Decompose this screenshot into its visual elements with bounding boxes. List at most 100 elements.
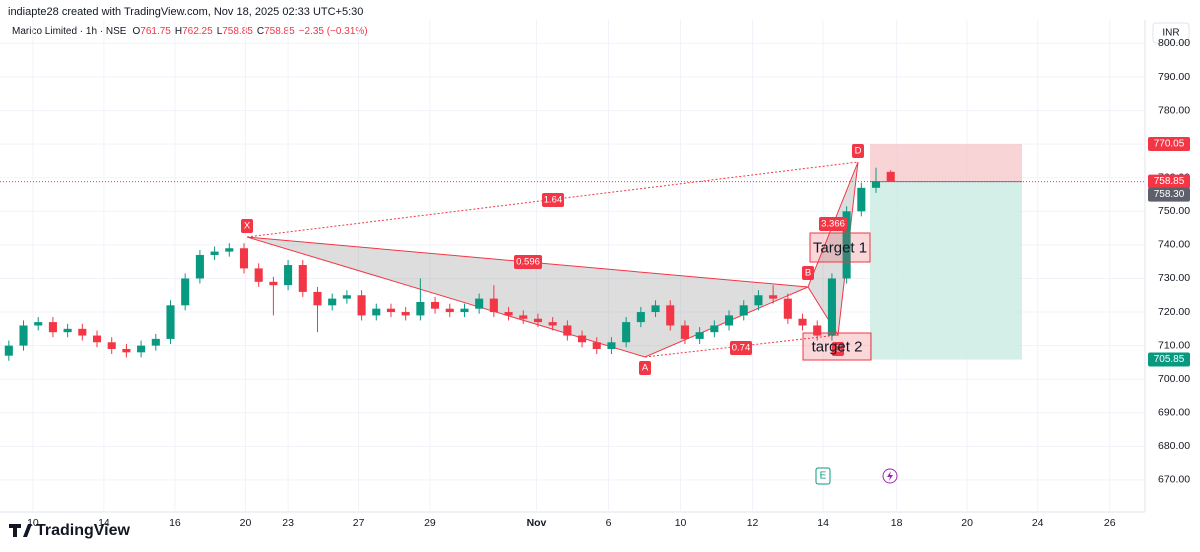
ratio-badge [514, 255, 542, 269]
candle-body [607, 342, 616, 349]
x-tick-label: 10 [675, 517, 687, 529]
x-tick-label: 6 [606, 517, 612, 529]
candle-body [122, 348, 131, 353]
o-label: O [132, 26, 140, 37]
currency-box[interactable] [1152, 22, 1190, 44]
candle-body [107, 342, 116, 349]
credit: indiapte28 created with TradingView.com,… [8, 6, 363, 18]
candle-body [151, 338, 160, 346]
price-tag [1148, 187, 1190, 202]
x-tick-label: 14 [98, 517, 110, 529]
candle-body [386, 308, 396, 313]
x-tick-label: 12 [747, 517, 759, 529]
price-tag-label: 705.85 [1154, 354, 1185, 365]
candle-body [519, 315, 528, 319]
candle-body [886, 171, 895, 182]
annotations: X A B C D 1.64 0.596 3.366 0.74 Target 1 target 2 [0, 144, 1145, 375]
event-badge [815, 467, 831, 485]
candle-body [78, 328, 87, 336]
point-badge [852, 144, 864, 158]
x-tick-label: 10 [27, 517, 39, 529]
candle-body [195, 254, 204, 279]
candle-body [92, 335, 102, 343]
y-tick-label: 680.00 [1158, 440, 1190, 452]
ratio-badge [542, 193, 564, 207]
y-tick-label: 730.00 [1158, 272, 1190, 284]
candle-body [739, 305, 748, 316]
x-tick-label: 14 [817, 517, 829, 529]
y-tick-label: 670.00 [1158, 474, 1190, 486]
candle-body [783, 298, 792, 319]
candle-body [563, 325, 572, 336]
candle-body [710, 325, 719, 333]
candle-body [284, 265, 293, 286]
c-value: 758.85 [264, 26, 295, 37]
candle-body [298, 265, 307, 292]
x-tick-label: 20 [961, 517, 973, 529]
brand-logo: TradingView [9, 522, 131, 539]
ratio-label: 1.64 [544, 195, 563, 206]
point-label: A [642, 363, 649, 374]
position [870, 143, 1022, 360]
candle-body [372, 308, 381, 316]
logo-mark [9, 524, 32, 537]
candle-body [225, 248, 234, 252]
target-box [802, 332, 872, 361]
y-tick-label: 690.00 [1158, 407, 1190, 419]
stop-zone [870, 143, 1022, 182]
candle-body [63, 328, 72, 333]
candle-body [239, 248, 249, 269]
candle-body [4, 345, 13, 356]
candle-body [313, 291, 322, 306]
point-badge [802, 266, 814, 280]
candle-body [754, 295, 763, 306]
candle-body [666, 305, 675, 326]
candle-body [269, 281, 278, 286]
point-label: C [835, 344, 842, 355]
candle-body [578, 335, 587, 343]
candle-body [533, 318, 543, 323]
price-tag [1148, 352, 1190, 367]
price-tag [1148, 174, 1190, 189]
candle-body [724, 315, 734, 326]
price-tag [1148, 136, 1190, 151]
candle-body [210, 251, 219, 255]
x-tick-label: 24 [1032, 517, 1044, 529]
candle-body [813, 325, 822, 336]
h-label: H [175, 26, 182, 37]
price-tag-label: 770.05 [1154, 139, 1185, 150]
ratio-badge [730, 341, 752, 355]
point-label: D [855, 146, 862, 157]
candle-body [475, 298, 484, 309]
candle-body [548, 322, 557, 326]
brand: TradingView [36, 522, 131, 539]
point-badge [832, 342, 844, 356]
candle-body [827, 278, 836, 336]
candle-body [489, 298, 498, 313]
candle-body [254, 268, 263, 282]
candle-body [857, 187, 866, 212]
x-tick-label: 27 [353, 517, 365, 529]
candle-body [166, 305, 175, 339]
x-tick-label: 16 [169, 517, 181, 529]
price-tag-label: 758.85 [1154, 176, 1185, 187]
ratio-label: 0.74 [732, 343, 751, 354]
candle-body [504, 312, 513, 316]
y-tick-label: 700.00 [1158, 373, 1190, 385]
lightning [887, 471, 893, 481]
point-badge [241, 219, 253, 233]
y-tick-label: 800.00 [1158, 37, 1190, 49]
candle-body [636, 312, 645, 323]
x-tick-label: 18 [891, 517, 903, 529]
y-tick-label: 750.00 [1158, 205, 1190, 217]
legend: Marico Limited · 1h · NSE O761.75 H762.25 L… [12, 26, 368, 37]
ratio-badge [819, 217, 847, 231]
event-label: E [820, 471, 827, 482]
currency[interactable]: INR [1162, 28, 1179, 39]
target-label: target 2 [812, 338, 863, 355]
candle-body [401, 312, 410, 316]
y-tick-label: 720.00 [1158, 306, 1190, 318]
x-tick-label: 26 [1104, 517, 1116, 529]
